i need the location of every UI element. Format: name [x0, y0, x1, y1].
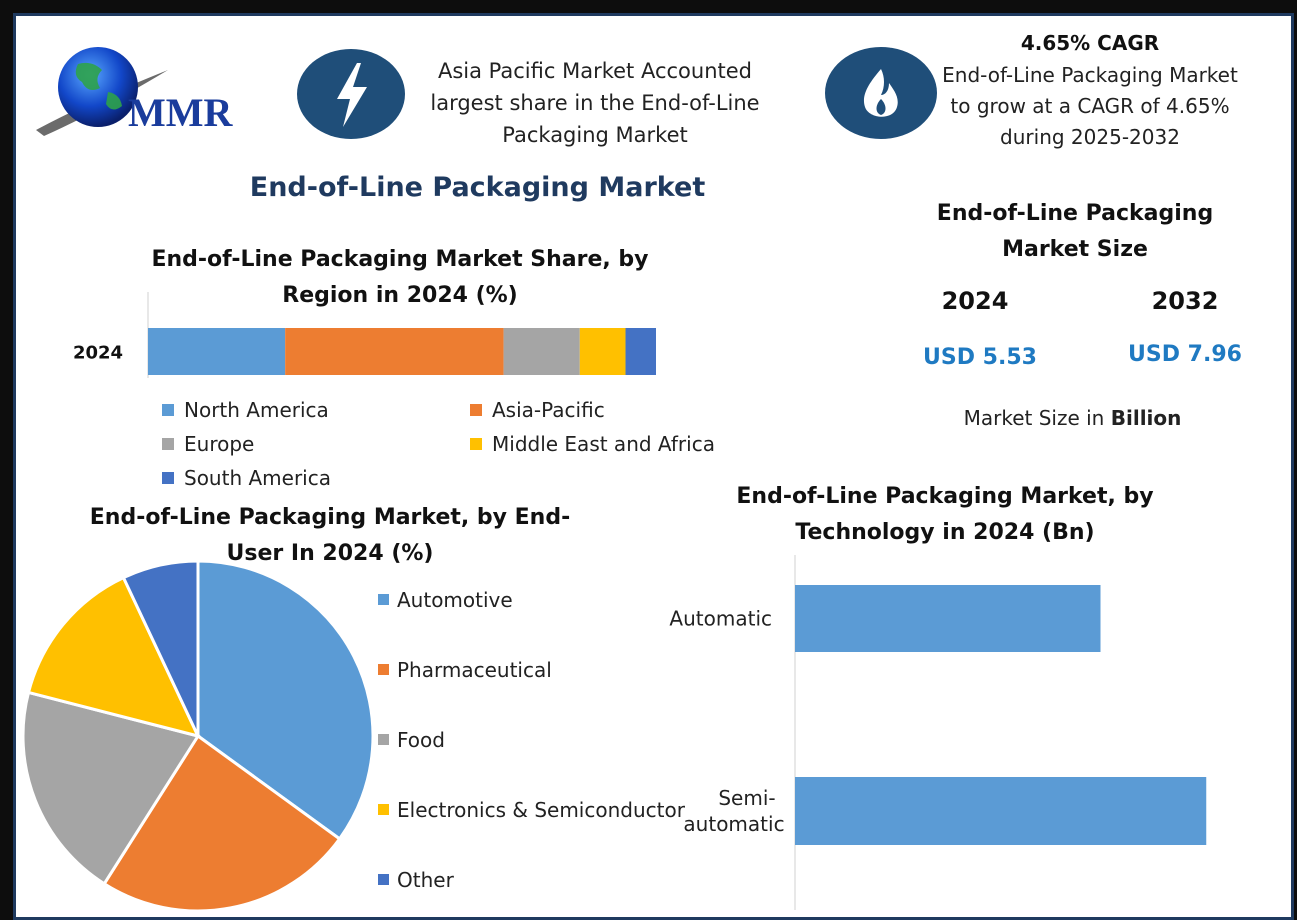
pie-slice-other	[121, 559, 200, 737]
market-size-year-2032: 2032	[1151, 287, 1219, 315]
pie-legend-swatch-other	[378, 874, 389, 885]
region-chart-title: End-of-Line Packaging Market Share, by R…	[151, 247, 649, 308]
pie-legend-label-other: Other	[397, 868, 455, 892]
region-legend-label-south-america: South America	[184, 466, 331, 490]
lightning-icon	[337, 63, 367, 127]
region-bar-segment-middle-east-and-africa	[579, 328, 626, 375]
technology-chart-title: End-of-Line Packaging Market, by Technol…	[736, 484, 1154, 545]
market-size-value-2032: USD 7.96	[1128, 342, 1242, 367]
flame-icon	[863, 69, 898, 117]
region-legend-swatch-europe	[162, 438, 174, 450]
market-size-unit: Market Size in Billion	[935, 406, 1210, 430]
cagr-title: 4.65% CAGR	[1020, 31, 1160, 55]
region-legend-label-europe: Europe	[184, 432, 254, 456]
pie-legend-swatch-food	[378, 734, 389, 745]
logo-text: MMR	[128, 90, 234, 135]
pie-legend-swatch-electronics-semiconductor	[378, 804, 389, 815]
technology-bar-semi-automatic	[795, 777, 1207, 845]
technology-category-label-semi-automatic: Semi-automatic	[683, 786, 784, 836]
region-legend-swatch-middle-east-and-africa	[470, 438, 482, 450]
region-legend-swatch-asia-pacific	[470, 404, 482, 416]
technology-category-label-automatic: Automatic	[669, 607, 772, 631]
lightning-icon-circle	[297, 49, 405, 139]
region-legend-label-asia-pacific: Asia-Pacific	[492, 398, 605, 422]
region-legend-label-middle-east-and-africa: Middle East and Africa	[492, 432, 715, 456]
pie-slice-pharmaceutical	[102, 733, 342, 913]
enduser-pie-chart: Automotive Pharmaceutical Food Electronics …	[21, 559, 686, 913]
region-bar-segment-south-america	[625, 328, 656, 375]
region-bar-segment-europe	[503, 328, 580, 375]
region-bar-segment-north-america	[148, 328, 286, 375]
pie-slice-electronics-semiconductor	[26, 575, 201, 739]
pie-legend-swatch-pharmaceutical	[378, 664, 389, 675]
pie-legend-label-pharmaceutical: Pharmaceutical	[397, 658, 552, 682]
pie-legend-label-automotive: Automotive	[397, 588, 513, 612]
mmr-logo: MMR	[36, 47, 234, 136]
pie-slice-food	[21, 690, 201, 886]
market-size-unit-prefix: Market Size in	[963, 406, 1105, 430]
region-chart: 2024 North America Asia-Pacific Europe Middl…	[73, 292, 715, 490]
cagr-note: End-of-Line Packaging Market to grow at …	[942, 63, 1238, 149]
market-size-year-2024: 2024	[941, 287, 1009, 315]
market-size-unit-bold: Billion	[1110, 406, 1182, 430]
pie-legend-label-electronics-semiconductor: Electronics & Semiconductor	[397, 798, 686, 822]
region-legend-label-north-america: North America	[184, 398, 329, 422]
page-title: End-of-Line Packaging Market	[249, 172, 706, 203]
market-size-value-2024: USD 5.53	[923, 345, 1037, 370]
region-legend-swatch-north-america	[162, 404, 174, 416]
enduser-chart-title: End-of-Line Packaging Market, by End-Use…	[89, 505, 571, 566]
technology-bar-automatic	[795, 585, 1101, 652]
flame-icon-circle	[825, 47, 937, 139]
region-bar-segment-asia-pacific	[285, 328, 504, 375]
pie-legend-label-food: Food	[397, 728, 445, 752]
region-category-label: 2024	[73, 343, 123, 364]
technology-bar-chart: Automatic Semi-automatic	[669, 555, 1207, 910]
market-size-title: End-of-Line Packaging Market Size	[936, 201, 1214, 262]
asia-pacific-note: Asia Pacific Market Accounted largest sh…	[430, 59, 760, 147]
pie-legend-swatch-automotive	[378, 594, 389, 605]
region-legend-swatch-south-america	[162, 472, 174, 484]
pie-slice-automotive	[196, 559, 375, 841]
